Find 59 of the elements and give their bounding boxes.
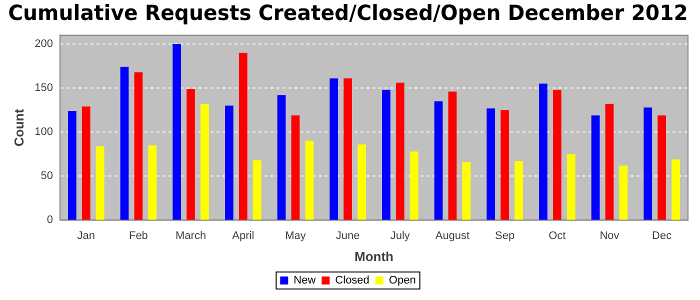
bar: [305, 140, 314, 220]
y-axis-title: Count: [11, 108, 26, 146]
bar: [658, 115, 666, 220]
y-tick-label: 150: [34, 82, 53, 94]
bar: [200, 104, 209, 220]
x-tick-label: Nov: [600, 230, 620, 242]
bar: [514, 161, 523, 220]
bar: [82, 106, 90, 220]
legend-label: Open: [388, 274, 416, 287]
y-tick-label: 0: [46, 214, 53, 226]
x-tick-label: Oct: [548, 230, 566, 242]
x-tick-label: Dec: [652, 230, 672, 242]
bar: [277, 95, 286, 220]
bar: [539, 84, 548, 220]
bar: [566, 154, 576, 220]
x-tick-label: May: [285, 230, 306, 242]
bar: [68, 110, 76, 220]
x-tick-label: Jan: [77, 230, 95, 242]
x-tick-label: Sep: [495, 230, 515, 242]
bar: [134, 72, 143, 220]
bar: [672, 159, 680, 220]
x-tick-label: March: [176, 230, 206, 242]
x-tick-label: August: [435, 230, 470, 242]
bar: [382, 90, 390, 220]
y-tick-label: 100: [34, 126, 53, 138]
bar: [186, 88, 195, 220]
bar: [224, 106, 234, 220]
x-tick-label: June: [336, 230, 360, 242]
bar: [330, 78, 338, 220]
bar: [120, 66, 129, 220]
bar: [172, 44, 182, 220]
bar: [434, 101, 443, 220]
bar: [148, 145, 157, 220]
bar: [410, 151, 418, 220]
bar: [344, 78, 352, 220]
chart-title: Cumulative Requests Created/Closed/Open December 2012: [8, 0, 688, 26]
bar: [291, 115, 300, 220]
legend-label: New: [294, 274, 316, 287]
legend-label: Closed: [335, 274, 370, 287]
bar: [644, 107, 652, 220]
bar: [448, 92, 457, 220]
bar: [238, 52, 248, 220]
bar: [619, 166, 628, 220]
bar: [358, 144, 366, 220]
bar: [552, 90, 562, 220]
x-tick-label: Feb: [128, 230, 148, 242]
x-tick-label: July: [390, 230, 410, 242]
bar: [252, 160, 262, 220]
x-tick-label: April: [232, 230, 254, 242]
bar: [396, 82, 404, 220]
bar: [486, 108, 496, 220]
bar: [605, 104, 614, 220]
x-axis-title: Month: [354, 248, 394, 264]
y-tick-label: 50: [40, 170, 53, 182]
y-tick-label: 200: [34, 38, 53, 50]
bar: [591, 115, 600, 220]
bar: [500, 110, 510, 220]
bar: [462, 162, 471, 220]
bar: [96, 146, 104, 220]
